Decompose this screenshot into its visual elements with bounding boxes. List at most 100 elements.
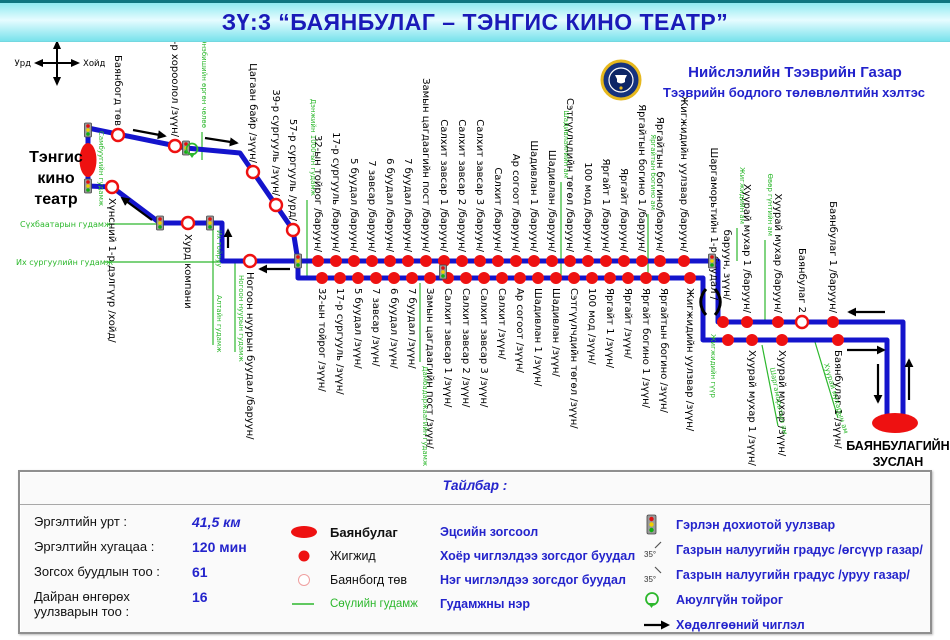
stop-marker <box>746 334 758 346</box>
traffic-light-red <box>158 217 162 221</box>
legend-item-slope-down: 35° Газрын налуугийн градус /уруу газар/ <box>642 562 923 587</box>
stop-marker <box>654 255 666 267</box>
stop-label: Шадивлан 1 /зүүн/ <box>532 288 543 387</box>
direction-arrow-icon <box>642 619 676 631</box>
traffic-light-green <box>296 263 300 267</box>
safety-loop-arrow <box>188 153 196 158</box>
compass-west-label: Урд <box>15 59 32 69</box>
legend-symbol-terminal: Баянбулаг <box>288 520 418 544</box>
stop-label: Салхит завсар 1 /зүүн/ <box>442 288 453 408</box>
traffic-light-red <box>441 266 445 270</box>
street-label: Шадивлангийн ам <box>562 110 570 178</box>
one-way-stop-marker <box>268 197 284 213</box>
one-way-stop-marker <box>794 314 810 330</box>
legend-item-safety-loop: Аюулгүйн тойрог <box>642 587 923 612</box>
stop-label: 32-ын тойрог /зүүн/ <box>316 288 327 392</box>
stop-marker <box>478 272 490 284</box>
one-way-stop-marker <box>180 215 196 231</box>
page-title: ЗҮ:3 “БАЯНБУЛАГ – ТЭНГИС КИНО ТЕАТР” <box>221 8 729 35</box>
stop-marker <box>352 272 364 284</box>
stop-label: Салхит завсар 2 /зүүн/ <box>460 288 471 408</box>
one-way-stop-marker <box>104 179 120 195</box>
stop-label: Шадивлан 1 /баруун/ <box>528 140 539 252</box>
stop-marker <box>532 272 544 284</box>
terminal-marker-east <box>872 413 918 433</box>
stop-label: Хуурай мухар /баруун/ <box>772 193 783 313</box>
stop-label: 32-ын тойрог /баруун/ <box>312 135 323 253</box>
stop-marker <box>492 255 504 267</box>
traffic-light-yellow <box>208 221 212 225</box>
traffic-light-icon <box>708 253 716 269</box>
traffic-light-red <box>296 255 300 259</box>
stop-label: Хуурай мухар 1 /баруун/ <box>741 184 752 314</box>
one-way-stop-marker <box>285 222 301 238</box>
stop-marker <box>618 255 630 267</box>
stop-marker <box>600 255 612 267</box>
stop-marker <box>827 316 839 328</box>
stat-row-junction-count: Дайран өнгөрөх уулзварын тоо : 16 <box>34 589 208 619</box>
traffic-light-yellow <box>441 270 445 274</box>
stat-row-length: Эргэлтийн урт : 41,5 км <box>34 514 241 530</box>
street-label: Сүхбаатарын гудамж <box>20 220 111 229</box>
stop-label: Хуурай мухар 1 /зүүн/ <box>746 350 757 466</box>
stop-marker <box>316 272 328 284</box>
stop-label: Баянбулаг 1 /баруун/ <box>827 201 838 314</box>
traffic-light-icon <box>84 178 92 194</box>
traffic-light-green <box>710 263 714 267</box>
legend-box: Тайлбар : Эргэлтийн урт : 41,5 км Эргэлт… <box>18 470 932 634</box>
stop-marker <box>402 255 414 267</box>
stop-marker <box>568 272 580 284</box>
traffic-light-green <box>208 225 212 229</box>
traffic-light-icon <box>84 122 92 138</box>
street-label: Ногоон нуурын гудамж <box>237 275 245 362</box>
street-label: Энэбишийн өргөн чөлөө <box>200 39 208 128</box>
stat-row-duration: Эргэлтийн хугацаа : 120 мин <box>34 539 247 555</box>
stop-marker <box>366 255 378 267</box>
stop-label: баруун, зүүн/ <box>721 230 732 301</box>
stop-marker <box>496 272 508 284</box>
stop-marker <box>586 272 598 284</box>
street-label: Жигжидийн гүүр <box>709 334 717 398</box>
stop-label: 7 завсар /баруун/ <box>366 160 377 252</box>
street-line <box>761 344 779 427</box>
slope-mark-icon <box>699 288 722 316</box>
stop-marker <box>772 316 784 328</box>
stop-label: Хуурай мухар /зүүн/ <box>776 350 787 457</box>
stop-marker <box>684 272 696 284</box>
legend-symbol-two-way-stop: Жигжид <box>288 544 418 568</box>
stop-marker <box>640 272 652 284</box>
legend-title: Тайлбар : <box>442 478 508 493</box>
agency-logo-icon <box>600 59 642 101</box>
street-label: Дамбадаржаагийн гудамж <box>421 366 429 467</box>
stop-label: Ар согоот /зүүн/ <box>514 288 525 374</box>
direction-arrow-icon <box>120 196 153 221</box>
stop-label: Ногоон нуурын буудал /баруун/ <box>244 272 255 440</box>
stop-marker <box>717 316 729 328</box>
agency-name: Нийслэлийн Тээврийн Газар <box>688 64 902 81</box>
stop-label: Салхит /зүүн/ <box>496 288 507 360</box>
stop-label: 39-р сургууль /зүүн/ <box>270 89 281 196</box>
traffic-light-yellow <box>296 259 300 263</box>
stop-label: 6 буудал /зүүн/ <box>388 288 399 369</box>
stop-marker <box>546 255 558 267</box>
traffic-light-green <box>158 225 162 229</box>
legend-separator <box>20 504 930 505</box>
stop-marker <box>622 272 634 284</box>
stop-label: 17-р сургууль /баруун/ <box>330 132 341 253</box>
stop-marker <box>741 316 753 328</box>
terminal-ellipse-icon <box>288 524 330 540</box>
stop-label: 7 буудал /зүүн/ <box>406 288 417 369</box>
svg-text:35°: 35° <box>644 550 656 559</box>
traffic-light-yellow <box>710 259 714 263</box>
street-label: Дэнжийн 1000-ын гудамж <box>309 99 317 197</box>
traffic-light-icon <box>642 514 676 536</box>
svg-text:35°: 35° <box>644 575 656 584</box>
legend-desc: Нэг чиглэлдээ зогсдог буудал <box>440 573 626 587</box>
slope-down-icon: 35° <box>642 565 676 585</box>
stop-label: Баянбогд төв <box>112 55 123 126</box>
direction-arrow-icon <box>204 136 239 147</box>
street-line-icon <box>288 596 330 612</box>
street-label: Самбуугийн гудамж <box>97 131 105 207</box>
stop-marker <box>550 272 562 284</box>
